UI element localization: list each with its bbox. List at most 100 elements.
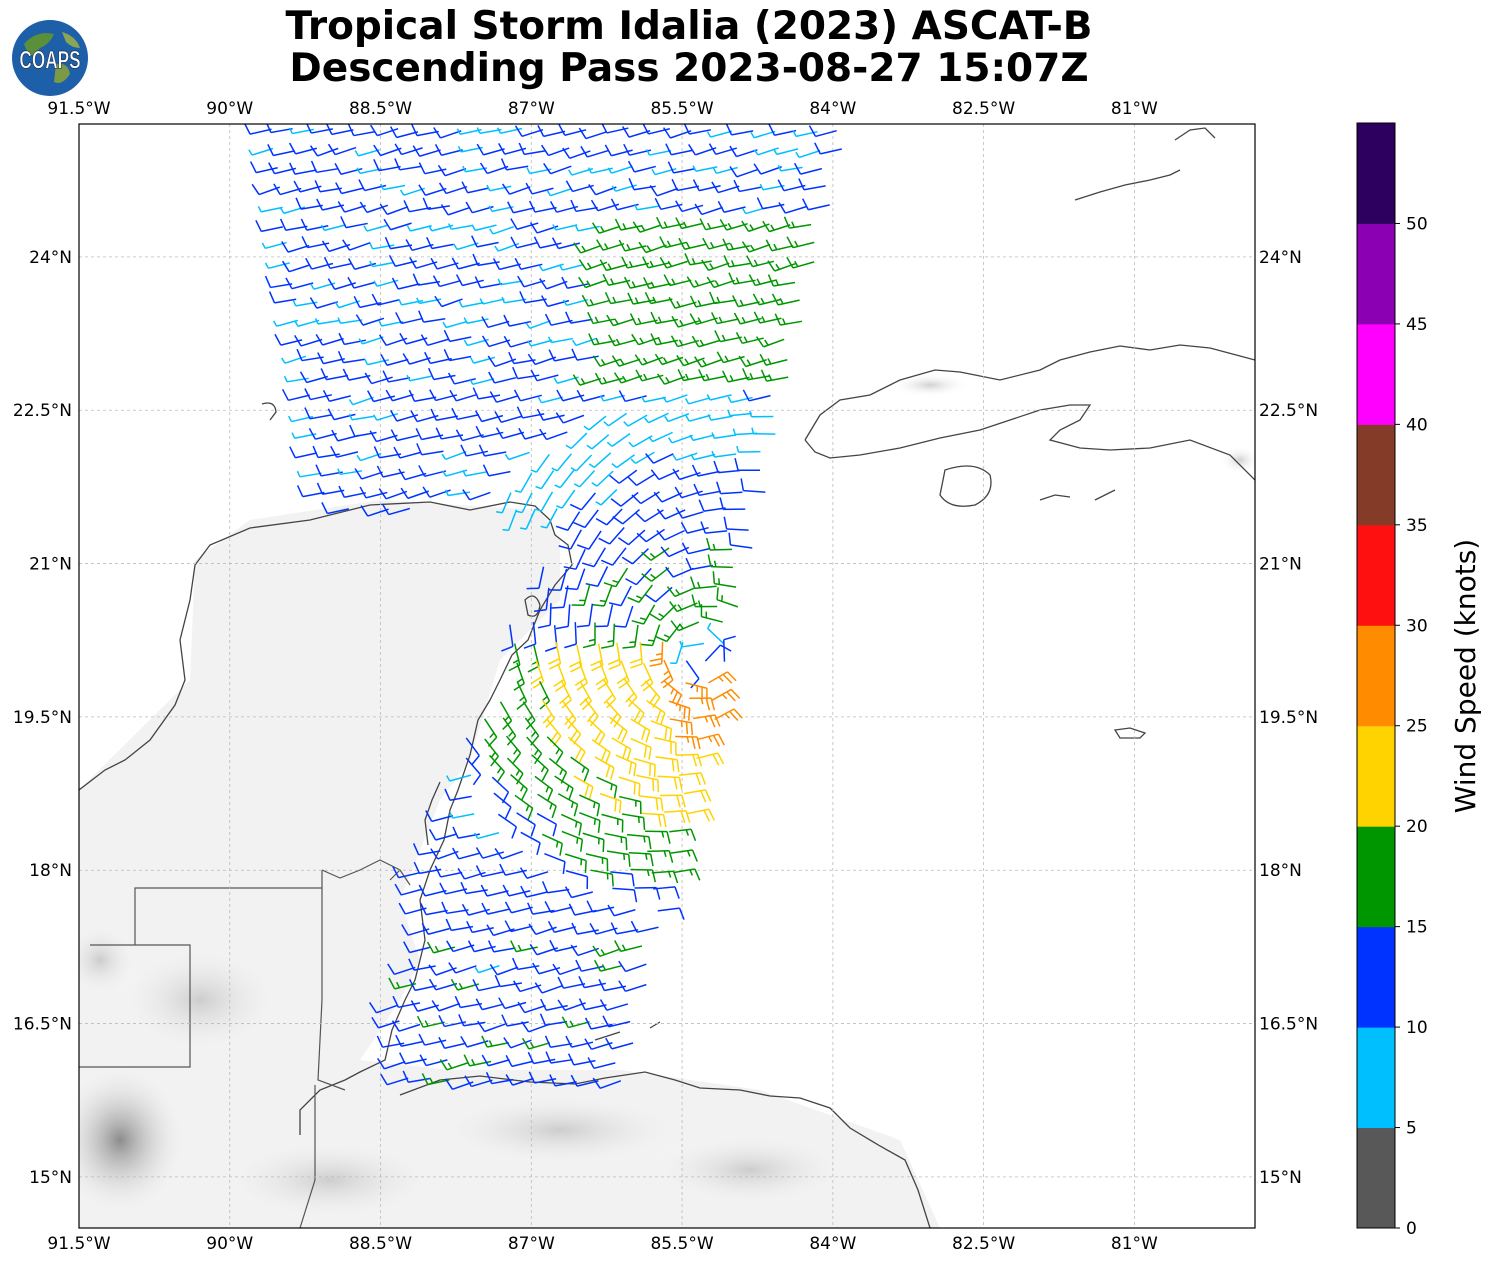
wind-barb <box>670 849 698 862</box>
wind-barb <box>533 587 550 613</box>
wind-barb <box>539 1013 568 1026</box>
colorbar-tick-5: 25 <box>1406 717 1428 737</box>
wind-barb <box>644 291 673 305</box>
wind-barb <box>500 158 529 171</box>
wind-barb <box>666 586 696 598</box>
wind-barb <box>482 464 511 477</box>
wind-barb <box>626 833 652 850</box>
colorbar-segment-9 <box>1357 223 1395 325</box>
wind-barb <box>480 884 509 897</box>
wind-barb <box>679 772 707 786</box>
wind-barb <box>601 813 624 833</box>
wind-barb <box>604 144 633 157</box>
wind-barb <box>347 276 376 289</box>
wind-barb <box>337 201 366 213</box>
wind-barb <box>636 774 660 793</box>
wind-barb <box>669 828 697 842</box>
wind-barb <box>536 812 558 837</box>
colorbar-tick-2: 10 <box>1406 1018 1428 1038</box>
wind-barb <box>545 1051 573 1064</box>
wind-barb <box>494 411 523 423</box>
wind-barb <box>753 147 779 156</box>
wind-barb <box>458 300 484 308</box>
wind-barb <box>732 295 760 308</box>
wind-barb <box>514 257 543 271</box>
wind-barb <box>594 756 615 780</box>
wind-barb <box>373 159 401 172</box>
wind-barb <box>354 149 380 157</box>
wind-barb <box>548 757 568 784</box>
wind-barb <box>428 978 458 991</box>
wind-barb <box>513 389 542 402</box>
wind-barb <box>694 203 723 216</box>
wind-barb <box>576 603 594 628</box>
colorbar-tick-3: 15 <box>1406 918 1428 938</box>
wind-barb <box>497 813 518 839</box>
wind-barb <box>296 470 322 478</box>
wind-barb <box>369 242 395 250</box>
lon-tick-top-6: 82.5°W <box>952 99 1015 119</box>
wind-barb <box>618 960 647 973</box>
wind-barb <box>647 849 674 863</box>
wind-barb <box>536 408 565 421</box>
wind-barb <box>749 410 774 418</box>
wind-barb <box>567 736 586 764</box>
lat-tick-right-3: 19.5°N <box>1259 708 1318 728</box>
wind-barb <box>475 847 505 859</box>
wind-barb <box>659 236 688 249</box>
wind-barb <box>741 241 771 253</box>
wind-barb <box>394 158 422 171</box>
wind-barb <box>644 412 669 424</box>
wind-barb <box>650 311 678 325</box>
wind-barb <box>614 940 643 953</box>
wind-barb <box>510 940 538 953</box>
wind-barb <box>390 429 419 442</box>
wind-barb <box>489 754 506 783</box>
wind-barb <box>691 335 720 348</box>
lon-tick-top-4: 85.5°W <box>650 99 713 119</box>
wind-barb <box>541 881 570 894</box>
wind-barb <box>441 901 469 915</box>
wind-barb <box>627 584 653 604</box>
wind-barb <box>595 489 618 506</box>
wind-barb <box>690 453 716 461</box>
colorbar-segment-8 <box>1357 323 1395 425</box>
wind-barb <box>520 885 549 898</box>
wind-barb <box>499 701 513 730</box>
wind-barb <box>596 239 625 251</box>
lat-tick-right-5: 16.5°N <box>1259 1015 1318 1035</box>
wind-barb <box>355 314 385 326</box>
wind-barb <box>394 883 423 896</box>
wind-barb <box>281 260 311 273</box>
colorbar-tick-10: 50 <box>1406 214 1428 234</box>
lat-tick-left-4: 18°N <box>29 861 72 881</box>
wind-barb <box>527 353 557 366</box>
wind-barb <box>481 1035 509 1048</box>
wind-barb <box>558 124 587 136</box>
colorbar-segment-1 <box>1357 1027 1395 1129</box>
wind-barb <box>555 511 581 531</box>
wind-barb <box>707 622 725 645</box>
wind-barb <box>588 452 612 469</box>
lat-tick-left-1: 22.5°N <box>13 401 72 421</box>
wind-barb <box>604 832 628 851</box>
wind-barb <box>547 336 573 344</box>
wind-barb <box>418 1033 447 1046</box>
wind-barb <box>802 198 830 211</box>
wind-barb <box>612 509 641 525</box>
wind-barb <box>548 568 568 591</box>
wind-barb <box>465 757 482 786</box>
wind-barb <box>653 491 683 503</box>
wind-barb <box>281 355 307 364</box>
wind-barb <box>544 900 573 914</box>
lat-tick-left-0: 24°N <box>29 248 72 268</box>
wind-barb <box>383 218 412 231</box>
wind-barb <box>693 483 721 497</box>
wind-barb <box>692 165 718 172</box>
wind-barb <box>264 262 290 270</box>
wind-barb <box>692 179 721 192</box>
wind-barb <box>667 434 694 444</box>
wind-barb <box>610 922 639 935</box>
grand-cayman <box>1113 727 1147 739</box>
cuba-coast <box>804 344 1255 481</box>
